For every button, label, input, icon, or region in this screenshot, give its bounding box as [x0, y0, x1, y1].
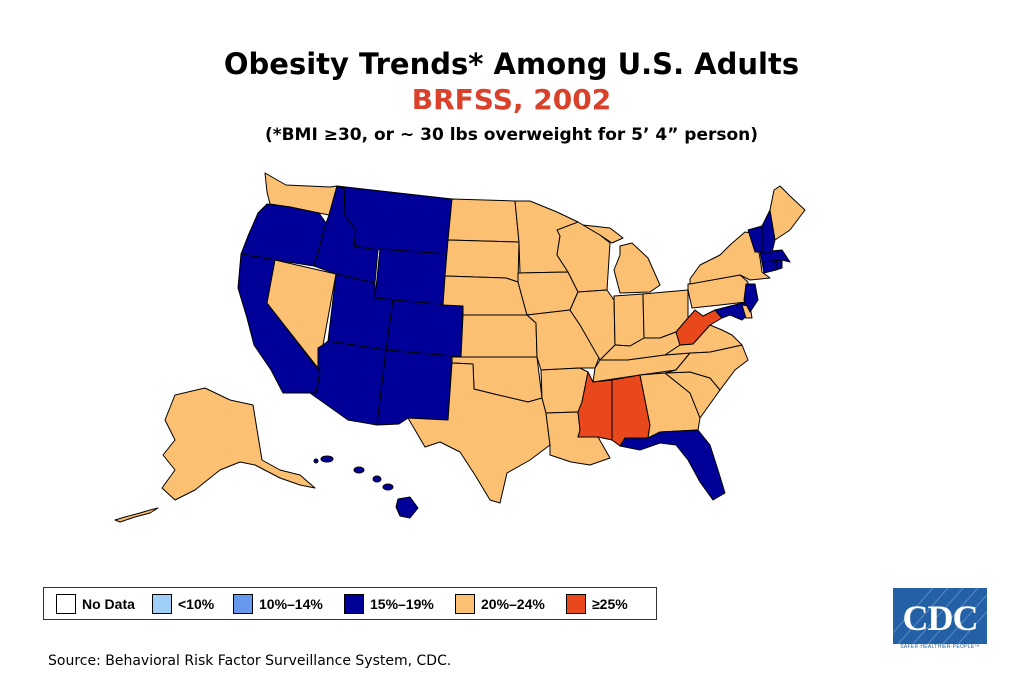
- legend-item-under-10: <10%: [152, 593, 214, 615]
- legend-item-10-14: 10%–14%: [233, 593, 323, 615]
- state-ME: [769, 185, 806, 241]
- state-IN: [613, 293, 645, 347]
- legend-label: 15%–19%: [370, 596, 434, 612]
- legend-item-20-24: 20%–24%: [455, 593, 545, 615]
- cdc-logo-tagline: SAFER·HEALTHIER·PEOPLE™: [900, 644, 980, 650]
- alaska-aleutians: [114, 507, 159, 523]
- legend-label: 20%–24%: [481, 596, 545, 612]
- state-KS: [460, 314, 538, 358]
- state-WA: [264, 172, 338, 216]
- bmi-footnote: (*BMI ≥30, or ~ 30 lbs overweight for 5’…: [264, 125, 759, 145]
- legend-swatch: [455, 594, 475, 614]
- state-AZ: [309, 340, 387, 426]
- legend-label: ≥25%: [592, 596, 628, 612]
- legend-swatch: [566, 594, 586, 614]
- state-HI: [313, 455, 419, 519]
- state-RI: [775, 259, 783, 271]
- state-MT: [336, 185, 453, 255]
- legend-label: <10%: [178, 596, 215, 612]
- cdc-logo-mark: CDC: [893, 588, 987, 644]
- state-IA: [517, 271, 579, 316]
- legend-label: 10%–14%: [259, 596, 323, 612]
- legend: No Data <10% 10%–14% 15%–19% 20%–24% ≥25…: [43, 587, 657, 620]
- legend-item-no-data: No Data: [56, 593, 135, 615]
- legend-item-15-19: 15%–19%: [344, 593, 434, 615]
- map-title: Obesity Trends* Among U.S. Adults: [223, 47, 800, 81]
- state-AK: [161, 387, 316, 501]
- state-CO: [385, 299, 464, 358]
- state-MI: [582, 224, 661, 294]
- legend-swatch: [344, 594, 364, 614]
- state-NY: [689, 231, 771, 285]
- state-SD: [444, 239, 520, 283]
- legend-label: No Data: [82, 596, 135, 612]
- cdc-logo-text: CDC: [902, 598, 979, 638]
- state-NM: [376, 349, 453, 426]
- state-TX: [407, 362, 551, 504]
- legend-swatch: [152, 594, 172, 614]
- legend-item-25-plus: ≥25%: [566, 593, 628, 615]
- legend-swatch: [56, 594, 76, 614]
- legend-swatch: [233, 594, 253, 614]
- state-WY: [374, 248, 448, 306]
- state-MA: [759, 249, 791, 263]
- state-FL: [619, 429, 726, 501]
- state-NJ: [743, 283, 759, 313]
- map-subtitle: BRFSS, 2002: [411, 83, 612, 116]
- source-note: Source: Behavioral Risk Factor Surveilla…: [48, 653, 452, 669]
- state-ND: [447, 198, 520, 243]
- logo-stripes-icon: [893, 588, 987, 644]
- cdc-logo: CDC SAFER·HEALTHIER·PEOPLE™: [893, 588, 987, 650]
- state-MS: [577, 371, 613, 441]
